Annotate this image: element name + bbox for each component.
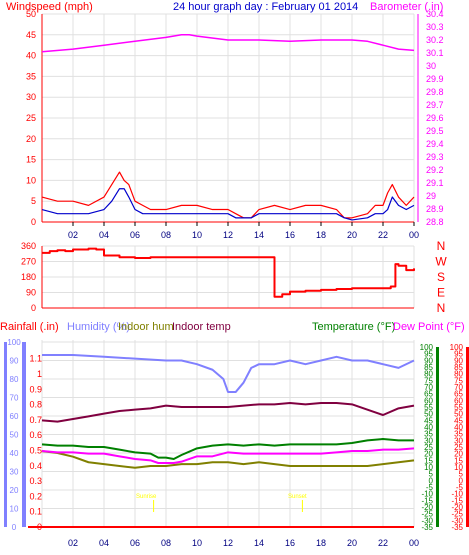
sunrise-label: Sunrise xyxy=(136,494,157,500)
wind-tick-label: 25 xyxy=(26,113,36,123)
wind-tick-label: 10 xyxy=(26,175,36,185)
x-tick-label: 12 xyxy=(223,230,233,240)
compass-label: W xyxy=(435,255,447,269)
baro-tick-label: 30.3 xyxy=(426,22,444,32)
x-tick-label: 02 xyxy=(68,538,78,548)
humidity-tick-label: 0 xyxy=(12,523,17,532)
temperature-axis-bar xyxy=(436,347,439,527)
wind-tick-label: 15 xyxy=(26,155,36,165)
dir-tick-label: 90 xyxy=(26,288,36,298)
baro-tick-label: 29.6 xyxy=(426,113,444,123)
wind-tick-label: 20 xyxy=(26,134,36,144)
wind-tick-label: 30 xyxy=(26,92,36,102)
graph-title: 24 hour graph day : February 01 2014 xyxy=(173,1,358,13)
humidity-tick-label: 40 xyxy=(10,449,19,458)
wind-tick-label: 35 xyxy=(26,71,36,81)
rain-tick-label: 0.1 xyxy=(29,507,42,517)
baro-tick-label: 30.1 xyxy=(426,48,444,58)
baro-tick-label: 29.5 xyxy=(426,126,444,136)
humidity-tick-label: 100 xyxy=(7,338,21,347)
dir-tick-label: 180 xyxy=(21,272,36,282)
x-tick-label: 22 xyxy=(378,230,388,240)
temperature-label: Temperature (°F) xyxy=(312,321,395,333)
temperature-tick-label: 100 xyxy=(420,343,434,352)
x-tick-label: 06 xyxy=(130,230,140,240)
compass-label: N xyxy=(437,239,446,253)
baro-tick-label: 29.4 xyxy=(426,139,444,149)
humidity-tick-label: 80 xyxy=(10,375,19,384)
dir-tick-label: 0 xyxy=(31,303,36,313)
baro-tick-label: 30 xyxy=(426,61,436,71)
humidity-tick-label: 30 xyxy=(10,468,19,477)
rain-tick-label: 0.6 xyxy=(29,430,42,440)
x-tick-label: 22 xyxy=(378,538,388,548)
rain-tick-label: 1 xyxy=(37,369,42,379)
x-tick-label: 14 xyxy=(254,538,264,548)
x-tick-label: 16 xyxy=(285,538,295,548)
humidity-tick-label: 10 xyxy=(10,505,19,514)
humidity-tick-label: 70 xyxy=(10,394,19,403)
rain-tick-label: 0.9 xyxy=(29,384,42,394)
x-tick-label: 06 xyxy=(130,538,140,548)
humidity-axis-bar xyxy=(22,342,26,527)
x-tick-label: 12 xyxy=(223,538,233,548)
x-tick-label: 08 xyxy=(161,230,171,240)
baro-tick-label: 29.1 xyxy=(426,178,444,188)
x-tick-label: 20 xyxy=(347,538,357,548)
baro-tick-label: 30.2 xyxy=(426,35,444,45)
rain-tick-label: 0.8 xyxy=(29,400,42,410)
dew-point-label: Dew Point (°F) xyxy=(393,321,465,333)
x-tick-label: 00 xyxy=(409,538,419,548)
indoor-hum-label: Indoor hum xyxy=(118,321,174,333)
x-tick-label: 02 xyxy=(68,230,78,240)
windspeed-title: Windspeed (mph) xyxy=(6,1,93,13)
sunset-label: Sunset xyxy=(288,494,307,500)
rain-tick-label: 0.2 xyxy=(29,491,42,501)
dir-tick-label: 270 xyxy=(21,257,36,267)
x-tick-label: 10 xyxy=(192,230,202,240)
barometer-title: Barometer (.in) xyxy=(370,1,443,13)
rain-tick-label: 0 xyxy=(37,522,42,532)
baro-tick-label: 29 xyxy=(426,191,436,201)
x-tick-label: 08 xyxy=(161,538,171,548)
humidity-tick-label: 50 xyxy=(10,431,19,440)
humidity-tick-label: 90 xyxy=(10,357,19,366)
humidity-tick-label: 20 xyxy=(10,486,19,495)
compass-label: N xyxy=(437,301,446,315)
indoor-temp-label: Indoor temp xyxy=(172,321,231,333)
baro-tick-label: 28.9 xyxy=(426,204,444,214)
rain-axis-bar xyxy=(4,342,7,527)
baro-tick-label: 29.3 xyxy=(426,152,444,162)
rain-tick-label: 0.3 xyxy=(29,476,42,486)
humidity-tick-label: 60 xyxy=(10,412,19,421)
dir-tick-label: 360 xyxy=(21,241,36,251)
wind-tick-label: 40 xyxy=(26,51,36,61)
dewpoint-tick-label: 100 xyxy=(450,343,464,352)
x-tick-label: 18 xyxy=(316,230,326,240)
rain-tick-label: 1.1 xyxy=(29,354,42,364)
compass-label: E xyxy=(437,286,445,300)
rain-tick-label: 0.4 xyxy=(29,461,42,471)
x-tick-label: 16 xyxy=(285,230,295,240)
baro-tick-label: 29.2 xyxy=(426,165,444,175)
x-tick-label: 14 xyxy=(254,230,264,240)
x-tick-label: 20 xyxy=(347,230,357,240)
baro-tick-label: 28.8 xyxy=(426,217,444,227)
x-tick-label: 18 xyxy=(316,538,326,548)
wind-tick-label: 5 xyxy=(31,196,36,206)
wind-tick-label: 0 xyxy=(31,217,36,227)
rain-tick-label: 0.7 xyxy=(29,415,42,425)
rainfall-label: Rainfall (.in) xyxy=(0,321,59,333)
baro-tick-label: 29.8 xyxy=(426,87,444,97)
x-tick-label: 10 xyxy=(192,538,202,548)
x-tick-label: 04 xyxy=(99,230,109,240)
baro-tick-label: 29.9 xyxy=(426,74,444,84)
x-tick-label: 04 xyxy=(99,538,109,548)
x-tick-label: 00 xyxy=(409,230,419,240)
compass-label: S xyxy=(437,270,445,284)
rain-tick-label: 0.5 xyxy=(29,446,42,456)
wind-tick-label: 45 xyxy=(26,30,36,40)
baro-tick-label: 29.7 xyxy=(426,100,444,110)
